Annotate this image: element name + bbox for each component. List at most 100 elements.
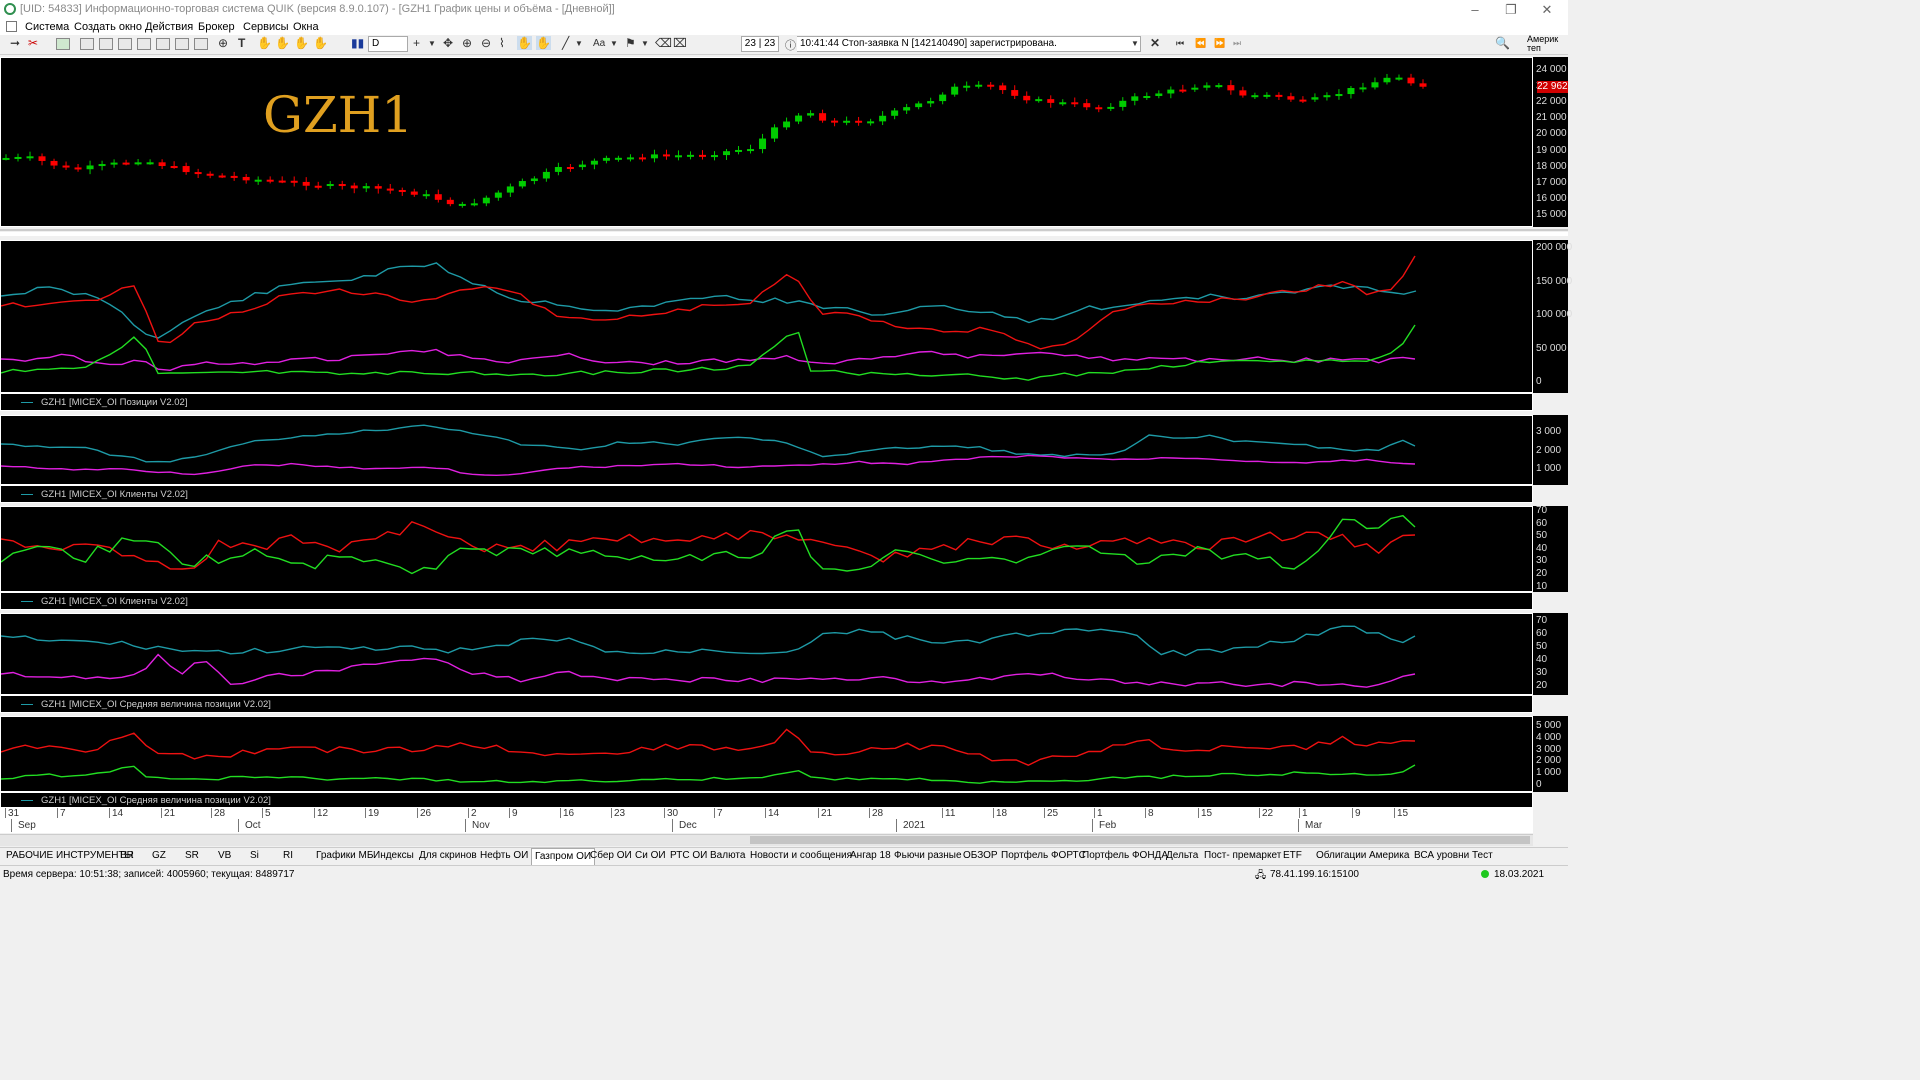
tab-2[interactable]: GZ: [152, 850, 166, 861]
tab-18[interactable]: Фьючи разные: [894, 850, 962, 861]
tab-26[interactable]: Америка: [1369, 850, 1410, 861]
candle-body: [735, 149, 743, 152]
add-window-icon[interactable]: [56, 38, 70, 50]
eraser-icon[interactable]: ⌫: [655, 36, 672, 50]
tab-0[interactable]: РАБОЧИЕ ИНСТРУМЕНТЫ: [6, 850, 134, 861]
hand-multi-icon[interactable]: ✋: [294, 36, 309, 50]
quotes-icon[interactable]: [99, 38, 113, 50]
portfolio-icon[interactable]: [194, 38, 208, 50]
font-dropdown-icon[interactable]: ▼: [610, 39, 618, 48]
ruler-icon[interactable]: ⌇: [499, 36, 505, 50]
minimize-icon[interactable]: –: [1471, 2, 1479, 17]
trades-icon[interactable]: [137, 38, 151, 50]
tab-11[interactable]: Газпром ОИ: [531, 848, 596, 865]
clients-pct-panel[interactable]: [0, 506, 1533, 592]
date-divider: [942, 808, 943, 818]
menu-broker[interactable]: Брокер: [198, 21, 235, 33]
clients-pct-tick: 40: [1536, 542, 1548, 554]
avg-pos-tick: 5 000: [1536, 720, 1562, 731]
tab-12[interactable]: Сбер ОИ: [590, 850, 632, 861]
avg-pos-pct-tick: 60: [1536, 627, 1548, 639]
zoom-out-icon[interactable]: ⊖: [481, 36, 492, 50]
table-icon[interactable]: [80, 38, 94, 50]
restore-icon[interactable]: ❐: [1505, 2, 1517, 17]
tab-5[interactable]: Si: [250, 850, 259, 861]
search-icon[interactable]: 🔍: [1495, 36, 1510, 50]
clients-tick: 2 000: [1536, 444, 1562, 456]
next-icon[interactable]: ⏩: [1214, 38, 1226, 48]
tab-6[interactable]: RI: [283, 850, 293, 861]
menu-windows[interactable]: Окна: [293, 21, 319, 33]
prev-icon[interactable]: ⏪: [1195, 38, 1207, 48]
tab-4[interactable]: VB: [218, 850, 232, 861]
tab-21[interactable]: Портфель ФОНДА: [1082, 850, 1168, 861]
tab-7[interactable]: Графики МБ: [316, 850, 374, 861]
price-panel[interactable]: GZH1: [0, 57, 1533, 227]
message-ticker[interactable]: 10:41:44 Стоп-заявка N [142140490] зарег…: [797, 36, 1141, 52]
tab-22[interactable]: Дельта: [1166, 850, 1199, 861]
tab-13[interactable]: Си ОИ: [635, 850, 666, 861]
time-axis[interactable]: 31 7 14 21 28 5 12 19 26 2 9 16 23 30 7 14 21 28 11 18 25 1 8 1…: [0, 807, 1533, 833]
tab-20[interactable]: Портфель ФОРТС: [1001, 850, 1086, 861]
side-panel-label[interactable]: Америк теп: [1527, 35, 1559, 53]
hand-group-icon[interactable]: ✋: [313, 36, 328, 50]
orders-icon[interactable]: [118, 38, 132, 50]
tab-1[interactable]: BR: [120, 850, 134, 861]
interval-select[interactable]: D: [368, 36, 408, 52]
line-tool-icon[interactable]: ╱: [562, 36, 570, 50]
tab-23[interactable]: Пост- премаркет: [1204, 850, 1282, 861]
scrollbar-thumb[interactable]: [750, 836, 1530, 844]
tab-14[interactable]: РТС ОИ: [670, 850, 708, 861]
arrow-right-icon[interactable]: ➞: [10, 36, 21, 50]
tab-27[interactable]: ВСА уровни: [1414, 850, 1470, 861]
tab-8[interactable]: Индексы: [373, 850, 414, 861]
cancel-order-icon[interactable]: [175, 38, 189, 50]
chart-type-icon[interactable]: ▮▮: [351, 36, 365, 50]
tab-10[interactable]: Нефть ОИ: [480, 850, 529, 861]
text-tool-icon[interactable]: T: [238, 36, 246, 50]
tab-28[interactable]: Тест: [1472, 850, 1493, 861]
menu-actions[interactable]: Действия: [145, 21, 194, 33]
last-icon[interactable]: ⏭: [1233, 38, 1242, 48]
tab-15[interactable]: Валюта: [710, 850, 746, 861]
first-icon[interactable]: ⏮: [1176, 38, 1185, 48]
pan-lock-icon[interactable]: ✋: [536, 36, 551, 50]
move-icon[interactable]: ✥: [443, 36, 454, 50]
candle-body: [146, 162, 154, 165]
tab-9[interactable]: Для скринов: [419, 850, 477, 861]
font-icon[interactable]: Aa: [593, 38, 606, 49]
info-icon[interactable]: ⊕: [218, 36, 229, 50]
avg-pos-pct-panel[interactable]: [0, 613, 1533, 695]
avg-pos-panel[interactable]: [0, 716, 1533, 792]
positions-panel[interactable]: [0, 240, 1533, 393]
tab-17[interactable]: Ангар 18: [850, 850, 891, 861]
tab-16[interactable]: Новости и сообщения: [750, 850, 853, 861]
tab-3[interactable]: SR: [185, 850, 199, 861]
tab-25[interactable]: Облигации: [1316, 850, 1367, 861]
tab-19[interactable]: ОБЗОР: [963, 850, 998, 861]
menu-services[interactable]: Сервисы: [243, 21, 289, 33]
pan-icon[interactable]: ✋: [517, 36, 532, 50]
horizontal-scrollbar[interactable]: [0, 834, 1533, 846]
zoom-in-icon[interactable]: ⊕: [462, 36, 473, 50]
window-menu-icon[interactable]: [6, 21, 17, 32]
crosshair-icon[interactable]: +: [413, 36, 421, 50]
candle-body: [1419, 83, 1427, 87]
menu-create-window[interactable]: Создать окно: [74, 21, 142, 33]
menu-system[interactable]: Система: [25, 21, 70, 33]
message-counter: 23 | 23: [741, 36, 779, 52]
close-message-icon[interactable]: ✕: [1150, 36, 1161, 50]
flag-dropdown-icon[interactable]: ▼: [641, 39, 649, 48]
tab-24[interactable]: ETF: [1283, 850, 1302, 861]
hand-icon[interactable]: ✋: [257, 36, 272, 50]
dropdown-icon[interactable]: ▼: [428, 39, 436, 48]
flag-icon[interactable]: ⚑: [625, 36, 636, 50]
clients-panel[interactable]: [0, 415, 1533, 485]
clear-icon[interactable]: ⌧: [673, 36, 687, 50]
message-dropdown-icon[interactable]: ▼: [1131, 39, 1139, 48]
stops-icon[interactable]: [156, 38, 170, 50]
close-icon[interactable]: ✕: [1541, 2, 1553, 17]
line-dropdown-icon[interactable]: ▼: [575, 39, 583, 48]
hand-alt-icon[interactable]: ✋: [275, 36, 290, 50]
link-icon[interactable]: ✂: [28, 36, 39, 50]
